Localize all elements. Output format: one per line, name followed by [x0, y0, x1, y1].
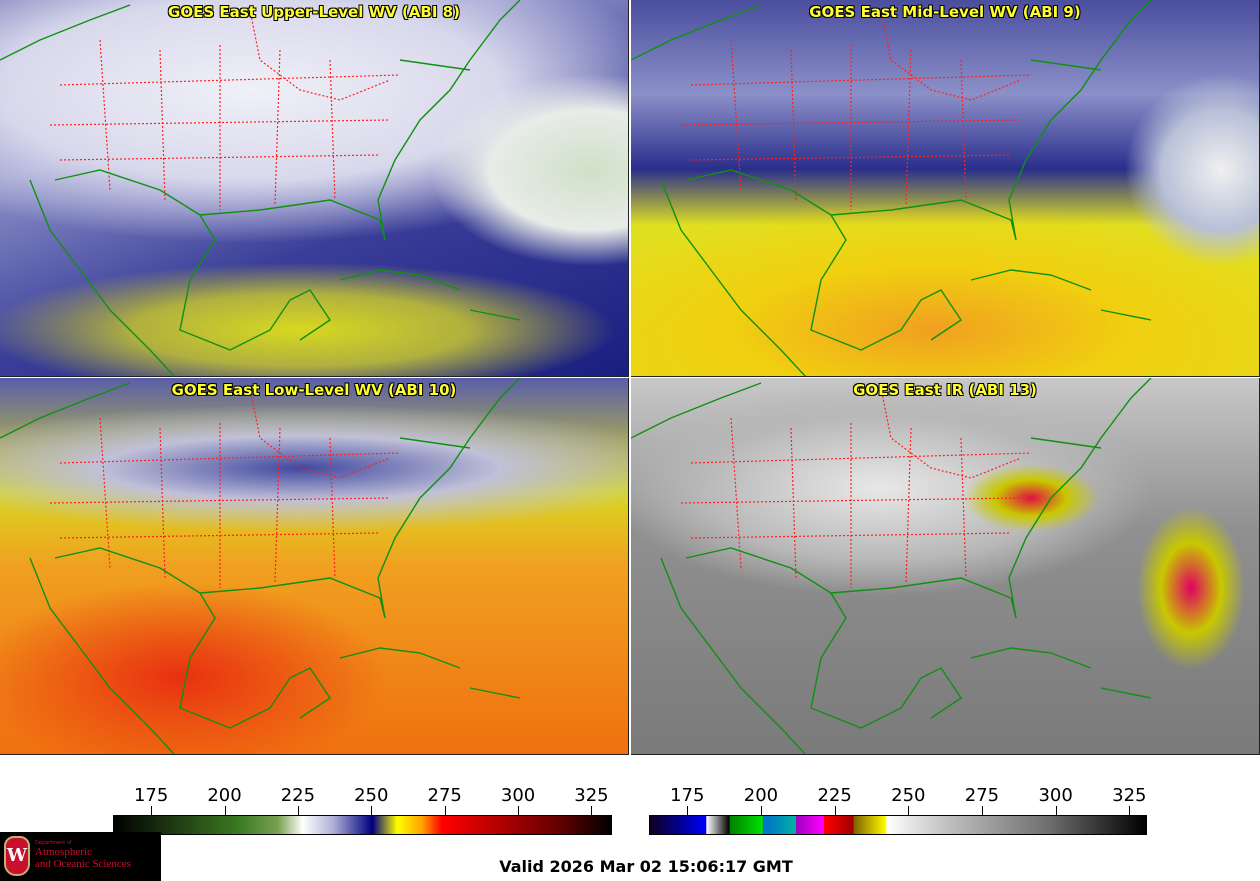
colorbar-tick	[760, 806, 762, 815]
coastlines	[0, 0, 521, 376]
state-borders	[680, 9, 1032, 210]
colorbar-tick	[1055, 806, 1057, 815]
state-borders	[49, 9, 401, 210]
panel-title: GOES East Low-Level WV (ABI 10)	[171, 381, 457, 399]
colorbar-tick	[834, 806, 836, 815]
panel-title: GOES East Upper-Level WV (ABI 8)	[168, 3, 460, 21]
logo-line2: and Oceanic Sciences	[35, 858, 131, 870]
aos-logo: W Department of Atmospheric and Oceanic …	[0, 832, 161, 881]
valid-time: Valid 2026 Mar 02 15:06:17 GMT	[499, 857, 793, 876]
colorbar-tick-label: 175	[133, 785, 169, 806]
colorbar-tick-label: 275	[964, 785, 1000, 806]
colorbar-tick	[981, 806, 983, 815]
colorbar-tick-label: 175	[670, 785, 705, 806]
coastlines	[631, 0, 1152, 376]
panel-mid-level-wv: GOES East Mid-Level WV (ABI 9)	[631, 0, 1260, 377]
colorbar-tick	[371, 806, 373, 815]
map-overlay	[631, 378, 1152, 754]
panel-ir: GOES East IR (ABI 13)	[631, 378, 1260, 755]
colorbar-tick	[224, 806, 226, 815]
colorbar-tick-label: 250	[891, 785, 926, 806]
colorbar-tick	[1129, 806, 1131, 815]
panel-title: GOES East Mid-Level WV (ABI 9)	[809, 3, 1081, 21]
colorbar-tick-label: 300	[500, 785, 536, 806]
panel-title: GOES East IR (ABI 13)	[853, 381, 1037, 399]
colorbar-tick-label: 325	[1112, 785, 1147, 806]
map-overlay	[631, 0, 1152, 376]
colorbar-infrared	[649, 815, 1147, 835]
logo-dept: Department of	[35, 840, 72, 846]
map-overlay	[0, 378, 521, 754]
uw-crest-icon: W	[4, 836, 30, 876]
coastlines	[631, 378, 1152, 754]
colorbar-tick-label: 300	[1038, 785, 1073, 806]
panel-upper-level-wv: GOES East Upper-Level WV (ABI 8)	[0, 0, 629, 377]
coastlines	[0, 378, 521, 754]
colorbar-tick	[591, 806, 593, 815]
colorbar-tick	[297, 806, 299, 815]
colorbar-tick	[444, 806, 446, 815]
colorbar-tick-label: 225	[817, 785, 852, 806]
colorbar-tick-label: 200	[743, 785, 779, 806]
colorbar-tick	[687, 806, 689, 815]
colorbar-tick-label: 325	[574, 785, 609, 806]
colorbar-tick-label: 250	[354, 785, 389, 806]
colorbar-tick-label: 275	[427, 785, 462, 806]
colorbar-tick	[518, 806, 520, 815]
colorbar-tick-label: 225	[280, 785, 316, 806]
state-borders	[49, 387, 401, 588]
colorbar-tick	[151, 806, 153, 815]
state-borders	[680, 387, 1032, 588]
colorbar-tick-label: 200	[207, 785, 242, 806]
colorbar-water-vapor	[113, 815, 612, 835]
logo-line1: Atmospheric	[35, 846, 92, 858]
panel-low-level-wv: GOES East Low-Level WV (ABI 10)	[0, 378, 629, 755]
colorbar-tick	[908, 806, 910, 815]
map-overlay	[0, 0, 521, 376]
